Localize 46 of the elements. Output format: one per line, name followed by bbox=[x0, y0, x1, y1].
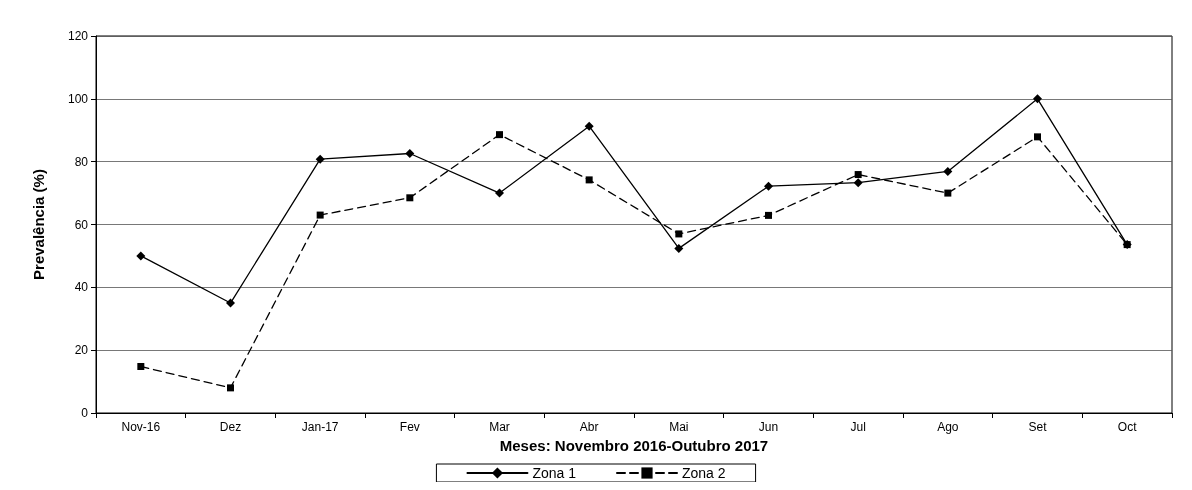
x-tick-label: Oct bbox=[1117, 420, 1138, 434]
x-tick-label: Jul bbox=[850, 420, 866, 434]
x-tick-label: Dez bbox=[219, 420, 242, 434]
point bbox=[1123, 241, 1131, 249]
x-tick-label: Abr bbox=[579, 420, 599, 434]
point bbox=[227, 384, 234, 392]
point bbox=[1034, 133, 1041, 141]
point bbox=[226, 298, 235, 308]
point bbox=[944, 189, 952, 197]
y-axis-title: Prevalência (%) bbox=[30, 169, 47, 280]
point bbox=[765, 211, 772, 219]
y-tick-label: 100 bbox=[67, 91, 89, 106]
point bbox=[943, 166, 953, 176]
x-tick-label: Nov-16 bbox=[121, 420, 161, 434]
point bbox=[495, 188, 504, 198]
point bbox=[1033, 94, 1042, 104]
x-axis-title: Meses: Novembro 2016-Outubro 2017 bbox=[499, 436, 769, 454]
point bbox=[136, 251, 146, 261]
point bbox=[675, 230, 683, 238]
point bbox=[496, 131, 503, 139]
y-tick-label: 40 bbox=[74, 280, 89, 295]
legend-label: Zona 1 bbox=[532, 465, 577, 481]
x-tick-label: Mar bbox=[489, 420, 510, 434]
point bbox=[316, 211, 324, 219]
point bbox=[405, 149, 415, 158]
x-tick-label: Jan-17 bbox=[301, 420, 339, 434]
point bbox=[854, 171, 862, 179]
point bbox=[315, 154, 325, 164]
point bbox=[853, 178, 863, 188]
x-tick-label: Mai bbox=[669, 420, 689, 434]
y-tick-label: 120 bbox=[67, 29, 89, 43]
y-tick-label: 0 bbox=[81, 406, 89, 420]
y-tick-label: 60 bbox=[74, 217, 89, 232]
point bbox=[137, 363, 145, 370]
y-tick-label: 20 bbox=[74, 343, 89, 358]
point bbox=[764, 181, 773, 191]
x-tick-label: Set bbox=[1028, 420, 1048, 434]
point bbox=[584, 121, 594, 131]
y-tick-label: 80 bbox=[74, 154, 89, 169]
point bbox=[674, 243, 684, 253]
x-tick-label: Jun bbox=[758, 420, 779, 434]
point bbox=[406, 194, 414, 202]
x-tick-label: Fev bbox=[399, 420, 420, 434]
x-tick-label: Ago bbox=[937, 420, 959, 434]
point bbox=[585, 176, 593, 184]
legend-label: Zona 2 bbox=[682, 465, 726, 481]
